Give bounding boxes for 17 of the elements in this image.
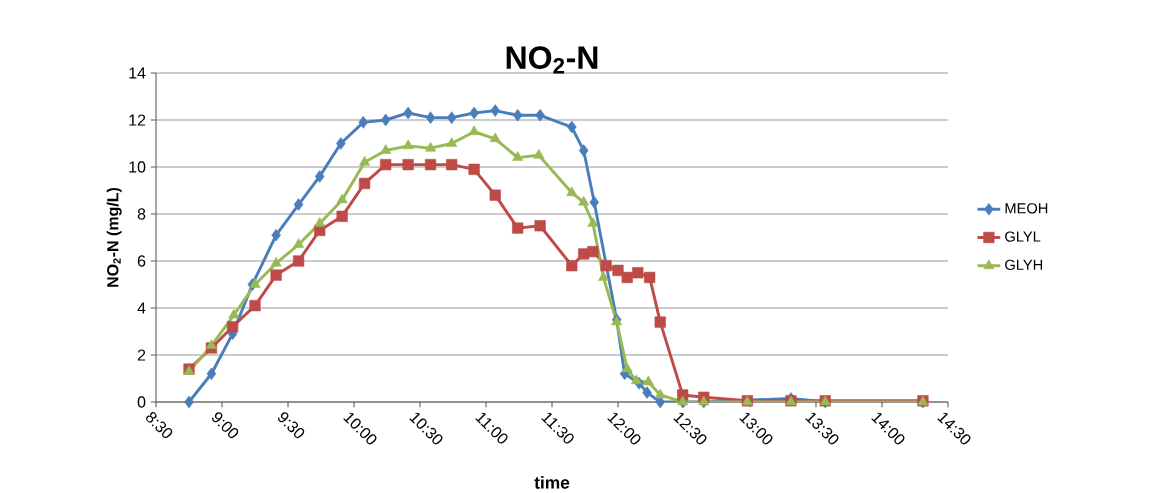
y-tick-label: 10	[129, 161, 146, 173]
legend-label: GLYL	[1005, 231, 1041, 242]
x-tick-label: 8:30	[146, 412, 173, 439]
y-tick-label: 0	[137, 396, 146, 408]
y-tick-label: 8	[137, 208, 146, 220]
y-tick-label: 12	[129, 114, 146, 126]
legend-label: GLYH	[1005, 259, 1043, 270]
y-tick-label: 4	[137, 302, 146, 314]
x-tick-label: 9:00	[212, 412, 239, 439]
y-axis-title: NO$_{2}$-N (mg/L)	[106, 187, 122, 287]
x-tick-label: 9:30	[278, 412, 305, 439]
y-tick-label: 2	[137, 349, 146, 361]
legend-label: MEOH	[1005, 203, 1048, 214]
x-axis-title: time	[534, 475, 570, 489]
chart-title: NO$_{2}$-N	[506, 46, 598, 74]
y-tick-label: 14	[129, 67, 146, 79]
y-tick-label: 6	[137, 255, 146, 267]
